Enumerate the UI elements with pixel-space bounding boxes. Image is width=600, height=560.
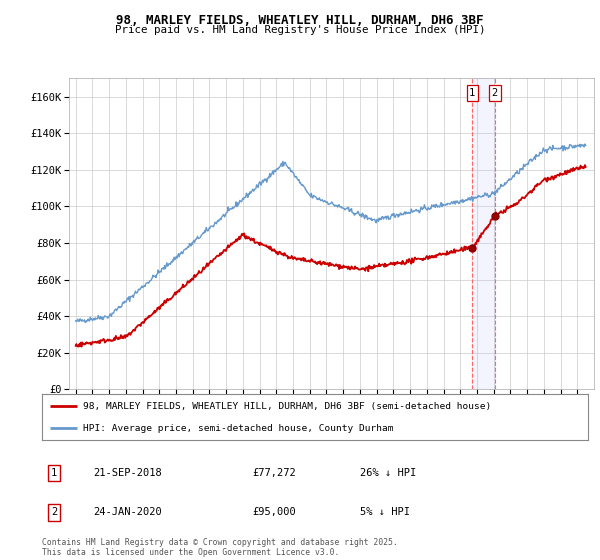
Text: £95,000: £95,000 bbox=[252, 507, 296, 517]
Text: 98, MARLEY FIELDS, WHEATLEY HILL, DURHAM, DH6 3BF (semi-detached house): 98, MARLEY FIELDS, WHEATLEY HILL, DURHAM… bbox=[83, 402, 491, 410]
Text: 1: 1 bbox=[51, 468, 57, 478]
Text: £77,272: £77,272 bbox=[252, 468, 296, 478]
Bar bbox=[472, 78, 495, 389]
Text: Contains HM Land Registry data © Crown copyright and database right 2025.
This d: Contains HM Land Registry data © Crown c… bbox=[42, 538, 398, 557]
Text: 1: 1 bbox=[469, 88, 475, 98]
Text: 24-JAN-2020: 24-JAN-2020 bbox=[93, 507, 162, 517]
Text: HPI: Average price, semi-detached house, County Durham: HPI: Average price, semi-detached house,… bbox=[83, 423, 394, 433]
Text: 26% ↓ HPI: 26% ↓ HPI bbox=[360, 468, 416, 478]
Text: 2: 2 bbox=[492, 88, 498, 98]
Text: 5% ↓ HPI: 5% ↓ HPI bbox=[360, 507, 410, 517]
Text: Price paid vs. HM Land Registry's House Price Index (HPI): Price paid vs. HM Land Registry's House … bbox=[115, 25, 485, 35]
Text: 2: 2 bbox=[51, 507, 57, 517]
Text: 98, MARLEY FIELDS, WHEATLEY HILL, DURHAM, DH6 3BF: 98, MARLEY FIELDS, WHEATLEY HILL, DURHAM… bbox=[116, 14, 484, 27]
Text: 21-SEP-2018: 21-SEP-2018 bbox=[93, 468, 162, 478]
